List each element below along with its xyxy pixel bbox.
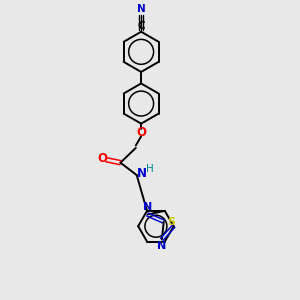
Text: O: O <box>136 126 146 139</box>
Text: N: N <box>137 4 146 14</box>
Text: N: N <box>143 202 152 212</box>
Text: N: N <box>137 167 147 180</box>
Text: O: O <box>98 152 107 165</box>
Text: S: S <box>167 217 175 226</box>
Text: N: N <box>157 242 167 251</box>
Text: H: H <box>146 164 154 174</box>
Text: C: C <box>137 21 145 31</box>
